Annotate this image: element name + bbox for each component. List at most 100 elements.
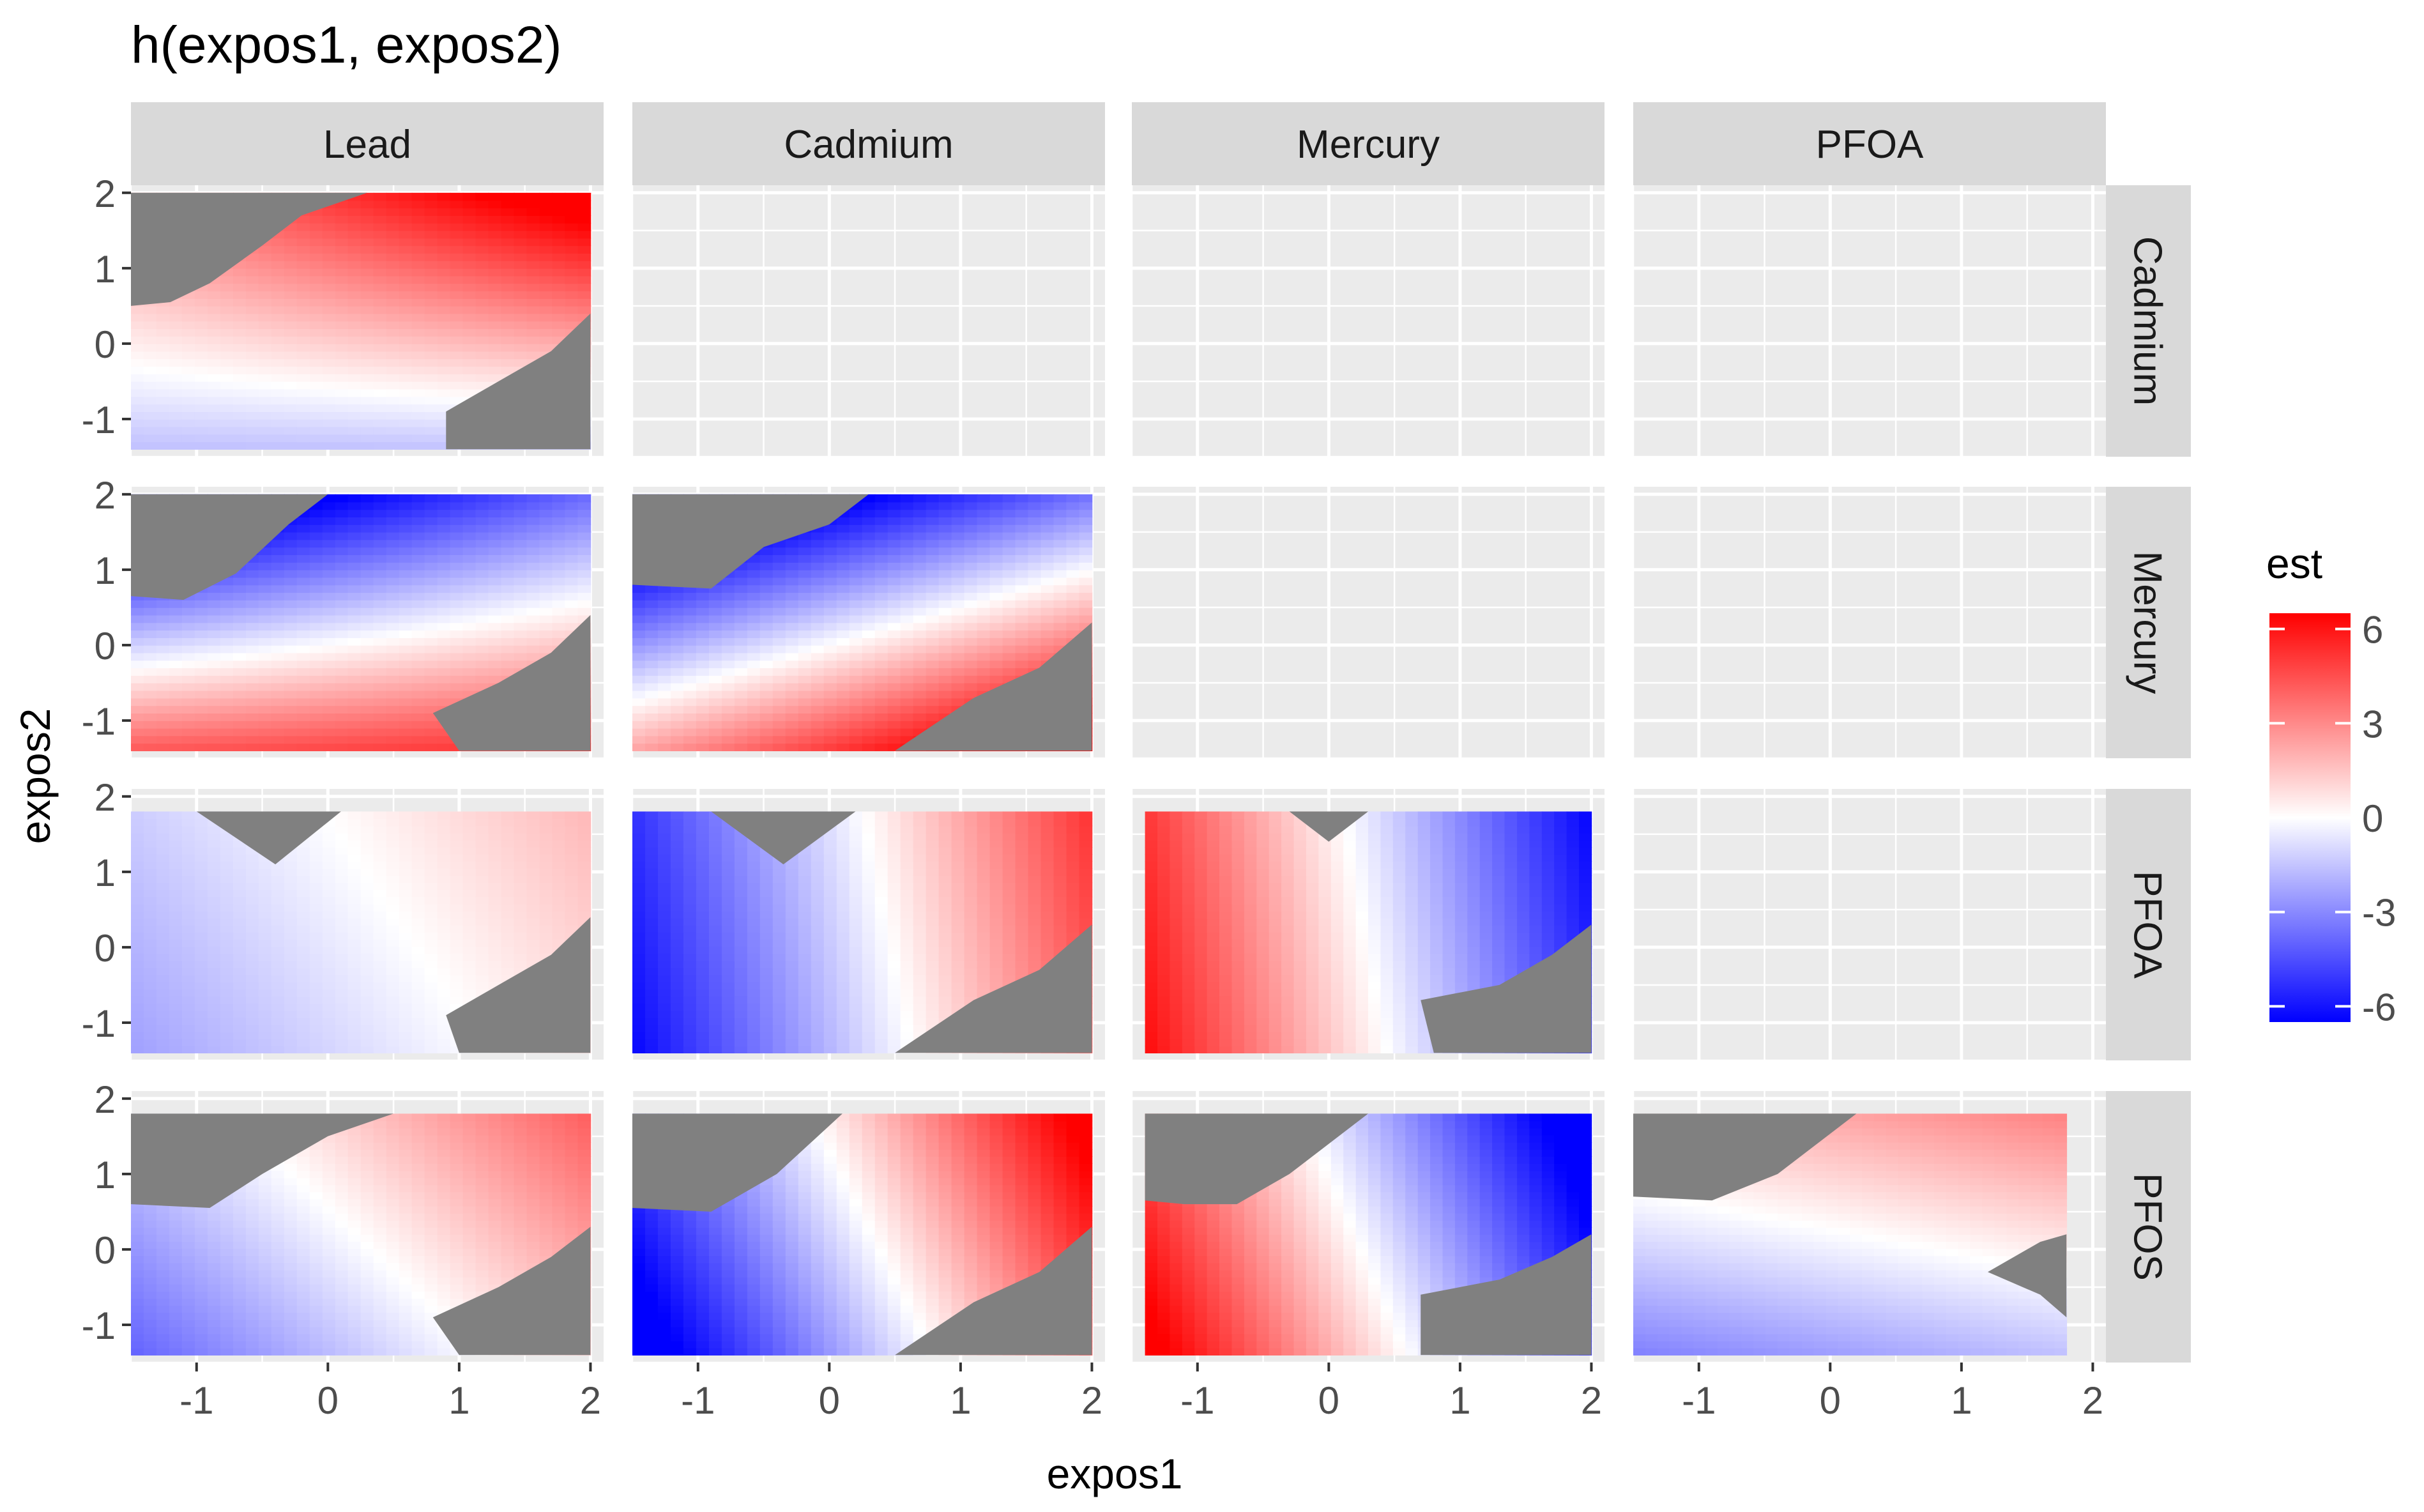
heatmap-cell xyxy=(194,1039,208,1046)
heatmap-cell xyxy=(450,238,464,247)
heatmap-cell xyxy=(526,253,540,261)
heatmap-cell xyxy=(322,223,336,231)
heatmap-cell xyxy=(450,381,464,390)
heatmap-cell xyxy=(462,975,476,982)
heatmap-cell xyxy=(156,939,170,947)
heatmap-cell xyxy=(501,275,515,284)
heatmap-cell xyxy=(1053,501,1067,510)
heatmap-cell xyxy=(759,721,774,729)
heatmap-cell xyxy=(501,494,515,503)
heatmap-cell xyxy=(514,630,528,638)
heatmap-cell xyxy=(462,539,476,548)
heatmap-cell xyxy=(488,832,502,841)
heatmap-cell xyxy=(232,932,247,940)
heatmap-cell xyxy=(913,509,927,517)
heatmap-cell xyxy=(144,660,157,669)
heatmap-cell xyxy=(900,675,914,683)
heatmap-cell xyxy=(526,501,540,510)
heatmap-cell xyxy=(811,705,825,714)
heatmap-cell xyxy=(207,875,221,883)
heatmap-cell xyxy=(836,735,850,744)
heatmap-cell xyxy=(245,668,259,676)
heatmap-cell xyxy=(296,547,310,555)
heatmap-cell xyxy=(450,967,464,975)
heatmap-cell xyxy=(220,358,234,367)
heatmap-cell xyxy=(1015,652,1029,661)
heatmap-cell xyxy=(181,426,195,435)
heatmap-cell xyxy=(1015,531,1029,540)
heatmap-cell xyxy=(577,554,591,563)
heatmap-cell xyxy=(450,854,464,862)
heatmap-cell xyxy=(360,434,374,443)
heatmap-cell xyxy=(169,925,183,933)
heatmap-cell xyxy=(245,328,259,337)
heatmap-cell xyxy=(437,698,451,706)
heatmap-cell xyxy=(501,554,515,563)
heatmap-cell xyxy=(424,918,438,926)
heatmap-cell xyxy=(938,690,952,699)
heatmap-cell xyxy=(245,1031,259,1039)
heatmap-cell xyxy=(424,861,438,869)
heatmap-cell xyxy=(245,854,259,862)
heatmap-cell xyxy=(721,698,735,706)
heatmap-cell xyxy=(207,411,221,420)
heatmap-cell xyxy=(951,645,965,653)
heatmap-cell xyxy=(488,882,502,890)
heatmap-cell xyxy=(437,811,451,820)
heatmap-cell xyxy=(245,868,259,876)
heatmap-cell xyxy=(309,358,323,367)
heatmap-cell xyxy=(411,735,425,744)
heatmap-cell xyxy=(721,630,735,638)
heatmap-cell xyxy=(347,524,362,533)
heatmap-cell xyxy=(181,404,195,412)
heatmap-cell xyxy=(849,517,863,525)
heatmap-cell xyxy=(399,524,413,533)
heatmap-cell xyxy=(309,682,323,691)
heatmap-cell xyxy=(411,660,425,669)
heatmap-cell xyxy=(335,911,349,919)
heatmap-cell xyxy=(475,381,489,390)
heatmap-cell xyxy=(1066,615,1080,623)
heatmap-cell xyxy=(874,638,888,646)
heatmap-cell xyxy=(360,275,374,284)
heatmap-cell xyxy=(526,607,540,616)
heatmap-cell xyxy=(258,584,272,593)
heatmap-cell xyxy=(683,645,697,653)
heatmap-cell xyxy=(424,305,438,314)
heatmap-cell xyxy=(475,283,489,292)
heatmap-cell xyxy=(144,953,157,961)
heatmap-cell xyxy=(450,939,464,947)
heatmap-cell xyxy=(539,622,553,631)
heatmap-cell xyxy=(335,366,349,374)
heatmap-cell xyxy=(181,967,195,975)
heatmap-cell xyxy=(309,261,323,269)
heatmap-cell xyxy=(577,569,591,578)
heatmap-cell xyxy=(373,283,387,292)
heatmap-cell xyxy=(258,652,272,661)
heatmap-cell xyxy=(156,1024,170,1032)
heatmap-cell xyxy=(284,721,298,729)
heatmap-cell xyxy=(181,336,195,344)
heatmap-cell xyxy=(373,396,387,405)
heatmap-cell xyxy=(683,690,697,699)
heatmap-cell xyxy=(1079,584,1093,593)
heatmap-cell xyxy=(284,1039,298,1046)
heatmap-cell xyxy=(309,524,323,533)
heatmap-cell xyxy=(1015,592,1029,600)
heatmap-cell xyxy=(169,882,183,890)
heatmap-cell xyxy=(964,660,978,669)
heatmap-cell xyxy=(399,818,413,827)
heatmap-cell xyxy=(207,660,221,669)
heatmap-cell xyxy=(462,668,476,676)
heatmap-cell xyxy=(284,426,298,435)
heatmap-cell xyxy=(386,721,400,729)
heatmap-cell xyxy=(424,517,438,525)
heatmap-cell xyxy=(284,261,298,269)
heatmap-cell xyxy=(785,660,799,669)
heatmap-cell xyxy=(347,868,362,876)
heatmap-cell xyxy=(399,825,413,834)
heatmap-cell xyxy=(386,638,400,646)
heatmap-cell xyxy=(284,660,298,669)
heatmap-cell xyxy=(232,313,247,322)
heatmap-cell xyxy=(1015,622,1029,631)
